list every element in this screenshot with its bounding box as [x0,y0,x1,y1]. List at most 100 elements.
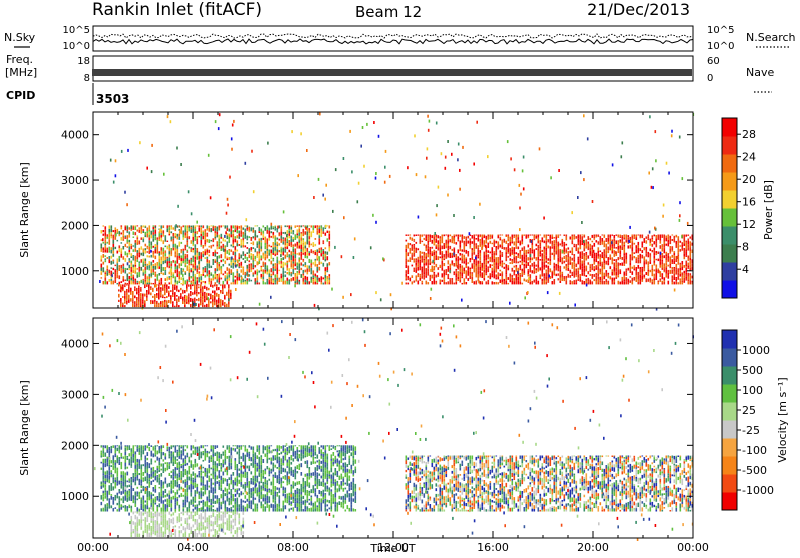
data-cell [279,279,281,282]
data-cell [141,457,143,460]
data-cell [177,452,179,456]
data-cell [182,301,184,304]
data-cell [109,485,111,488]
data-cell [494,266,496,270]
data-cell [182,284,184,285]
data-cell [195,255,197,257]
data-cell [494,273,496,275]
data-cell [416,266,418,268]
data-cell [134,296,136,299]
data-cell [424,260,426,263]
data-cell [171,255,173,257]
data-cell [167,258,169,261]
data-cell [127,283,129,284]
data-cell [556,274,558,276]
data-cell [109,232,111,234]
data-cell [239,277,241,281]
data-cell [212,301,214,305]
data-cell [414,281,416,283]
data-cell [146,284,148,287]
data-cell [247,247,249,249]
data-cell [538,263,540,265]
data-cell [181,252,183,254]
data-cell [291,267,293,269]
data-cell [129,265,131,268]
data-cell [150,286,152,288]
data-cell [408,260,410,262]
data-cell [192,299,194,302]
data-cell [139,253,141,255]
data-cell [105,236,107,240]
data-cell [202,289,204,292]
data-cell [548,269,550,272]
data-cell [263,253,265,256]
data-cell [149,256,151,258]
data-cell [157,237,159,239]
data-cell [243,258,245,260]
data-cell [506,247,508,249]
data-cell [502,274,504,277]
data-cell [558,236,560,238]
data-cell [582,235,584,236]
data-cell [586,279,588,281]
data-cell [115,455,117,457]
data-cell [218,294,220,298]
data-cell [143,496,145,500]
data-cell [149,232,151,235]
data-cell [546,239,548,241]
data-cell [618,235,620,238]
data-cell [265,257,267,261]
data-cell [135,445,137,446]
data-cell [159,236,161,239]
data-cell [457,265,459,268]
data-cell [303,275,305,277]
data-cell [103,463,105,467]
data-cell [506,255,508,259]
data-cell [217,256,219,259]
data-cell [486,268,488,271]
data-cell [105,471,107,475]
data-cell [548,275,550,278]
data-cell [502,240,504,242]
data-cell [133,249,135,252]
data-cell [602,271,604,275]
data-cell [412,281,414,284]
data-cell [159,251,161,253]
data-cell [105,271,107,273]
data-cell [430,261,432,263]
data-cell [648,270,650,272]
data-cell [684,254,686,257]
data-cell [115,460,117,462]
data-cell [424,259,426,261]
data-cell [131,253,133,256]
data-cell [486,250,488,253]
data-cell [139,251,141,252]
data-cell [418,235,420,236]
data-cell [175,446,177,451]
data-cell [149,225,151,226]
data-cell [164,305,166,307]
data-cell [187,245,189,247]
data-cell [129,448,131,450]
data-cell [171,261,173,263]
data-cell [201,225,203,227]
data-cell [143,504,145,507]
data-cell [664,244,666,247]
data-cell [303,261,305,262]
data-cell [197,279,199,281]
data-cell [169,454,171,457]
data-cell [428,269,430,272]
data-cell [150,293,152,296]
data-cell [123,471,125,475]
data-cell [671,134,673,137]
data-cell [179,266,181,268]
data-cell [241,283,243,285]
data-cell [594,274,596,277]
data-cell [313,270,315,273]
data-cell [332,210,334,213]
data-cell [318,178,320,181]
data-cell [155,473,157,476]
data-cell [370,246,372,249]
data-cell [137,449,139,452]
data-cell [578,251,580,254]
